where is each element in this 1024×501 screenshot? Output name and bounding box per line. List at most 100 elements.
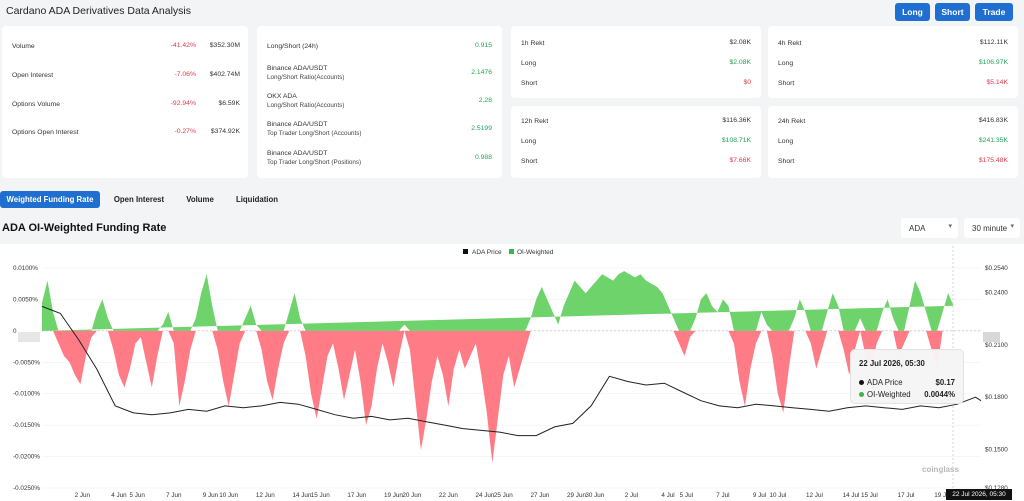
rekt-short-row: Short $7.66K: [511, 157, 761, 169]
x-tick-label: 4 Jul: [661, 492, 674, 499]
x-tick-label: 27 Jun: [530, 492, 549, 499]
rekt-title: 4h Rekt: [778, 40, 802, 47]
coin-select[interactable]: ADA ▾: [901, 218, 958, 238]
rekt-long-label: Long: [521, 60, 537, 67]
rekt-total-row: 24h Rekt $416.83K: [768, 117, 1018, 129]
stat-row: Volume -41.42% $352.30M: [2, 42, 248, 54]
tooltip-rate-label: OI-Weighted: [867, 390, 911, 399]
ratio-row: Binance ADA/USDT Long/Short Ratio(Account…: [257, 64, 502, 84]
y-right-tick-label: $0.1800: [985, 394, 1008, 401]
ratio-row: OKX ADA Long/Short Ratio(Accounts) 2.28: [257, 92, 502, 112]
x-tick-label: 4 Jun: [111, 492, 127, 499]
stat-label: Volume: [12, 43, 35, 50]
tab-volume[interactable]: Volume: [186, 195, 214, 204]
stat-label: Options Volume: [12, 101, 60, 108]
price-dot-icon: [859, 380, 864, 385]
x-tick-label: 19 Jun: [384, 492, 403, 499]
tab-weighted-funding-rate[interactable]: Weighted Funding Rate: [0, 191, 100, 208]
x-tick-label: 7 Jun: [166, 492, 182, 499]
y-left-tick-label: -0.0250%: [13, 485, 40, 492]
tooltip-date: 22 Jul 2026, 05:30: [859, 359, 925, 368]
legend-oi-label: OI-Weighted: [517, 249, 554, 256]
rekt-title: 1h Rekt: [521, 40, 545, 47]
stat-row: Options Open Interest -0.27% $374.92K: [2, 128, 248, 140]
rekt-short-row: Short $175.48K: [768, 157, 1018, 169]
rekt-short-row: Short $5.14K: [768, 79, 1018, 91]
x-tick-label: 5 Jun: [130, 492, 146, 499]
ratio-value: 2.1476: [471, 69, 492, 76]
rekt-short-label: Short: [521, 80, 538, 87]
coin-select-value: ADA: [909, 223, 926, 233]
x-tick-label: 12 Jun: [256, 492, 275, 499]
tab-liquidation[interactable]: Liquidation: [235, 195, 278, 204]
rekt-4h-card: 4h Rekt $112.11K Long $106.97K Short $5.…: [768, 26, 1018, 98]
x-tick-label: 10 Jul: [769, 492, 786, 499]
ratio-value: 2.5199: [471, 125, 492, 132]
ratio-value: 2.28: [478, 97, 492, 104]
x-tick-label: 12 Jul: [806, 492, 823, 499]
y-right-tick-label: $0.2540: [985, 265, 1008, 272]
rekt-total-row: 4h Rekt $112.11K: [768, 39, 1018, 51]
rekt-12h-card: 12h Rekt $116.36K Long $108.71K Short $7…: [511, 106, 761, 178]
rekt-short-row: Short $0: [511, 79, 761, 91]
ratio-row: Binance ADA/USDT Top Trader Long/Short (A…: [257, 120, 502, 140]
left-axis-ticks: 0.0100% 0.0050% 0 -0.0050% -0.0100% -0.0150% -…: [13, 265, 40, 492]
x-tick-label: 20 Jun: [402, 492, 421, 499]
interval-select[interactable]: 30 minute ▾: [964, 218, 1020, 238]
x-tick-label: 10 Jun: [219, 492, 238, 499]
ratio-exchange: Binance ADA/USDT: [267, 121, 328, 128]
legend-price-label: ADA Price: [472, 249, 502, 256]
crosshair-date-badge: 22 Jul 2026, 05:30: [946, 489, 1012, 500]
y-left-tick-label: -0.0100%: [13, 391, 40, 398]
rekt-long-row: Long $106.97K: [768, 59, 1018, 71]
ratio-sub: Long/Short Ratio(Accounts): [267, 102, 345, 109]
rekt-short-value: $175.48K: [978, 157, 1008, 164]
rekt-long-value: $241.35K: [978, 137, 1008, 144]
tab-open-interest[interactable]: Open Interest: [113, 195, 165, 204]
x-tick-label: 2 Jul: [625, 492, 638, 499]
legend-oi-swatch: [509, 249, 514, 254]
tooltip-rate-row: OI-Weighted 0.0044%: [859, 390, 955, 400]
price-line-group: [41, 305, 982, 437]
y-right-tick-label: $0.2400: [985, 289, 1008, 296]
rekt-title: 24h Rekt: [778, 118, 806, 125]
x-tick-label: 29 Jun: [567, 492, 586, 499]
rekt-total: $2.08K: [729, 39, 751, 46]
ratio-row: Binance ADA/USDT Top Trader Long/Short (P…: [257, 149, 502, 169]
rekt-short-label: Short: [521, 158, 538, 165]
rekt-short-value: $0: [743, 79, 751, 86]
rekt-short-value: $5.14K: [986, 79, 1008, 86]
ratio-sub: Top Trader Long/Short (Accounts): [267, 130, 362, 137]
ratio-sub: Long/Short Ratio(Accounts): [267, 74, 345, 81]
y-right-tick-label: $0.1500: [985, 447, 1008, 454]
long-short-ratio-card: Long/Short (24h) 0.915 Binance ADA/USDT L…: [257, 26, 502, 178]
stat-value: $374.92K: [210, 128, 240, 135]
rekt-total: $112.11K: [979, 39, 1008, 46]
short-button[interactable]: Short: [935, 3, 970, 21]
chevron-down-icon: ▾: [948, 223, 952, 230]
rate-dot-icon: [859, 392, 864, 397]
stat-change: -7.06%: [174, 71, 196, 78]
x-tick-label: 9 Jul: [753, 492, 766, 499]
tooltip-rate-value: 0.0044%: [924, 390, 955, 399]
stat-change: -0.27%: [174, 128, 196, 135]
rekt-long-row: Long $108.71K: [511, 137, 761, 149]
stat-row: Options Volume -92.94% $6.59K: [2, 100, 248, 112]
trade-button[interactable]: Trade: [975, 3, 1013, 21]
x-tick-label: 7 Jul: [716, 492, 729, 499]
ada-price-line: [41, 305, 982, 437]
ratio-value: 0.915: [474, 42, 492, 49]
x-tick-label: 24 Jun: [476, 492, 495, 499]
rekt-total-row: 1h Rekt $2.08K: [511, 39, 761, 51]
rekt-long-value: $108.71K: [721, 137, 751, 144]
ratio-row: Long/Short (24h) 0.915: [257, 42, 502, 54]
ratio-label: Binance ADA/USDT Top Trader Long/Short (P…: [267, 149, 361, 167]
rekt-24h-card: 24h Rekt $416.83K Long $241.35K Short $1…: [768, 106, 1018, 178]
ratio-exchange: Binance ADA/USDT: [267, 150, 328, 157]
stat-value: $6.59K: [218, 100, 240, 107]
ratio-label: Binance ADA/USDT Long/Short Ratio(Account…: [267, 64, 344, 82]
stat-change: -41.42%: [170, 42, 196, 49]
y-left-tick-label: -0.0150%: [13, 422, 40, 429]
ratio-label: Long/Short (24h): [267, 43, 319, 50]
long-button[interactable]: Long: [895, 3, 930, 21]
